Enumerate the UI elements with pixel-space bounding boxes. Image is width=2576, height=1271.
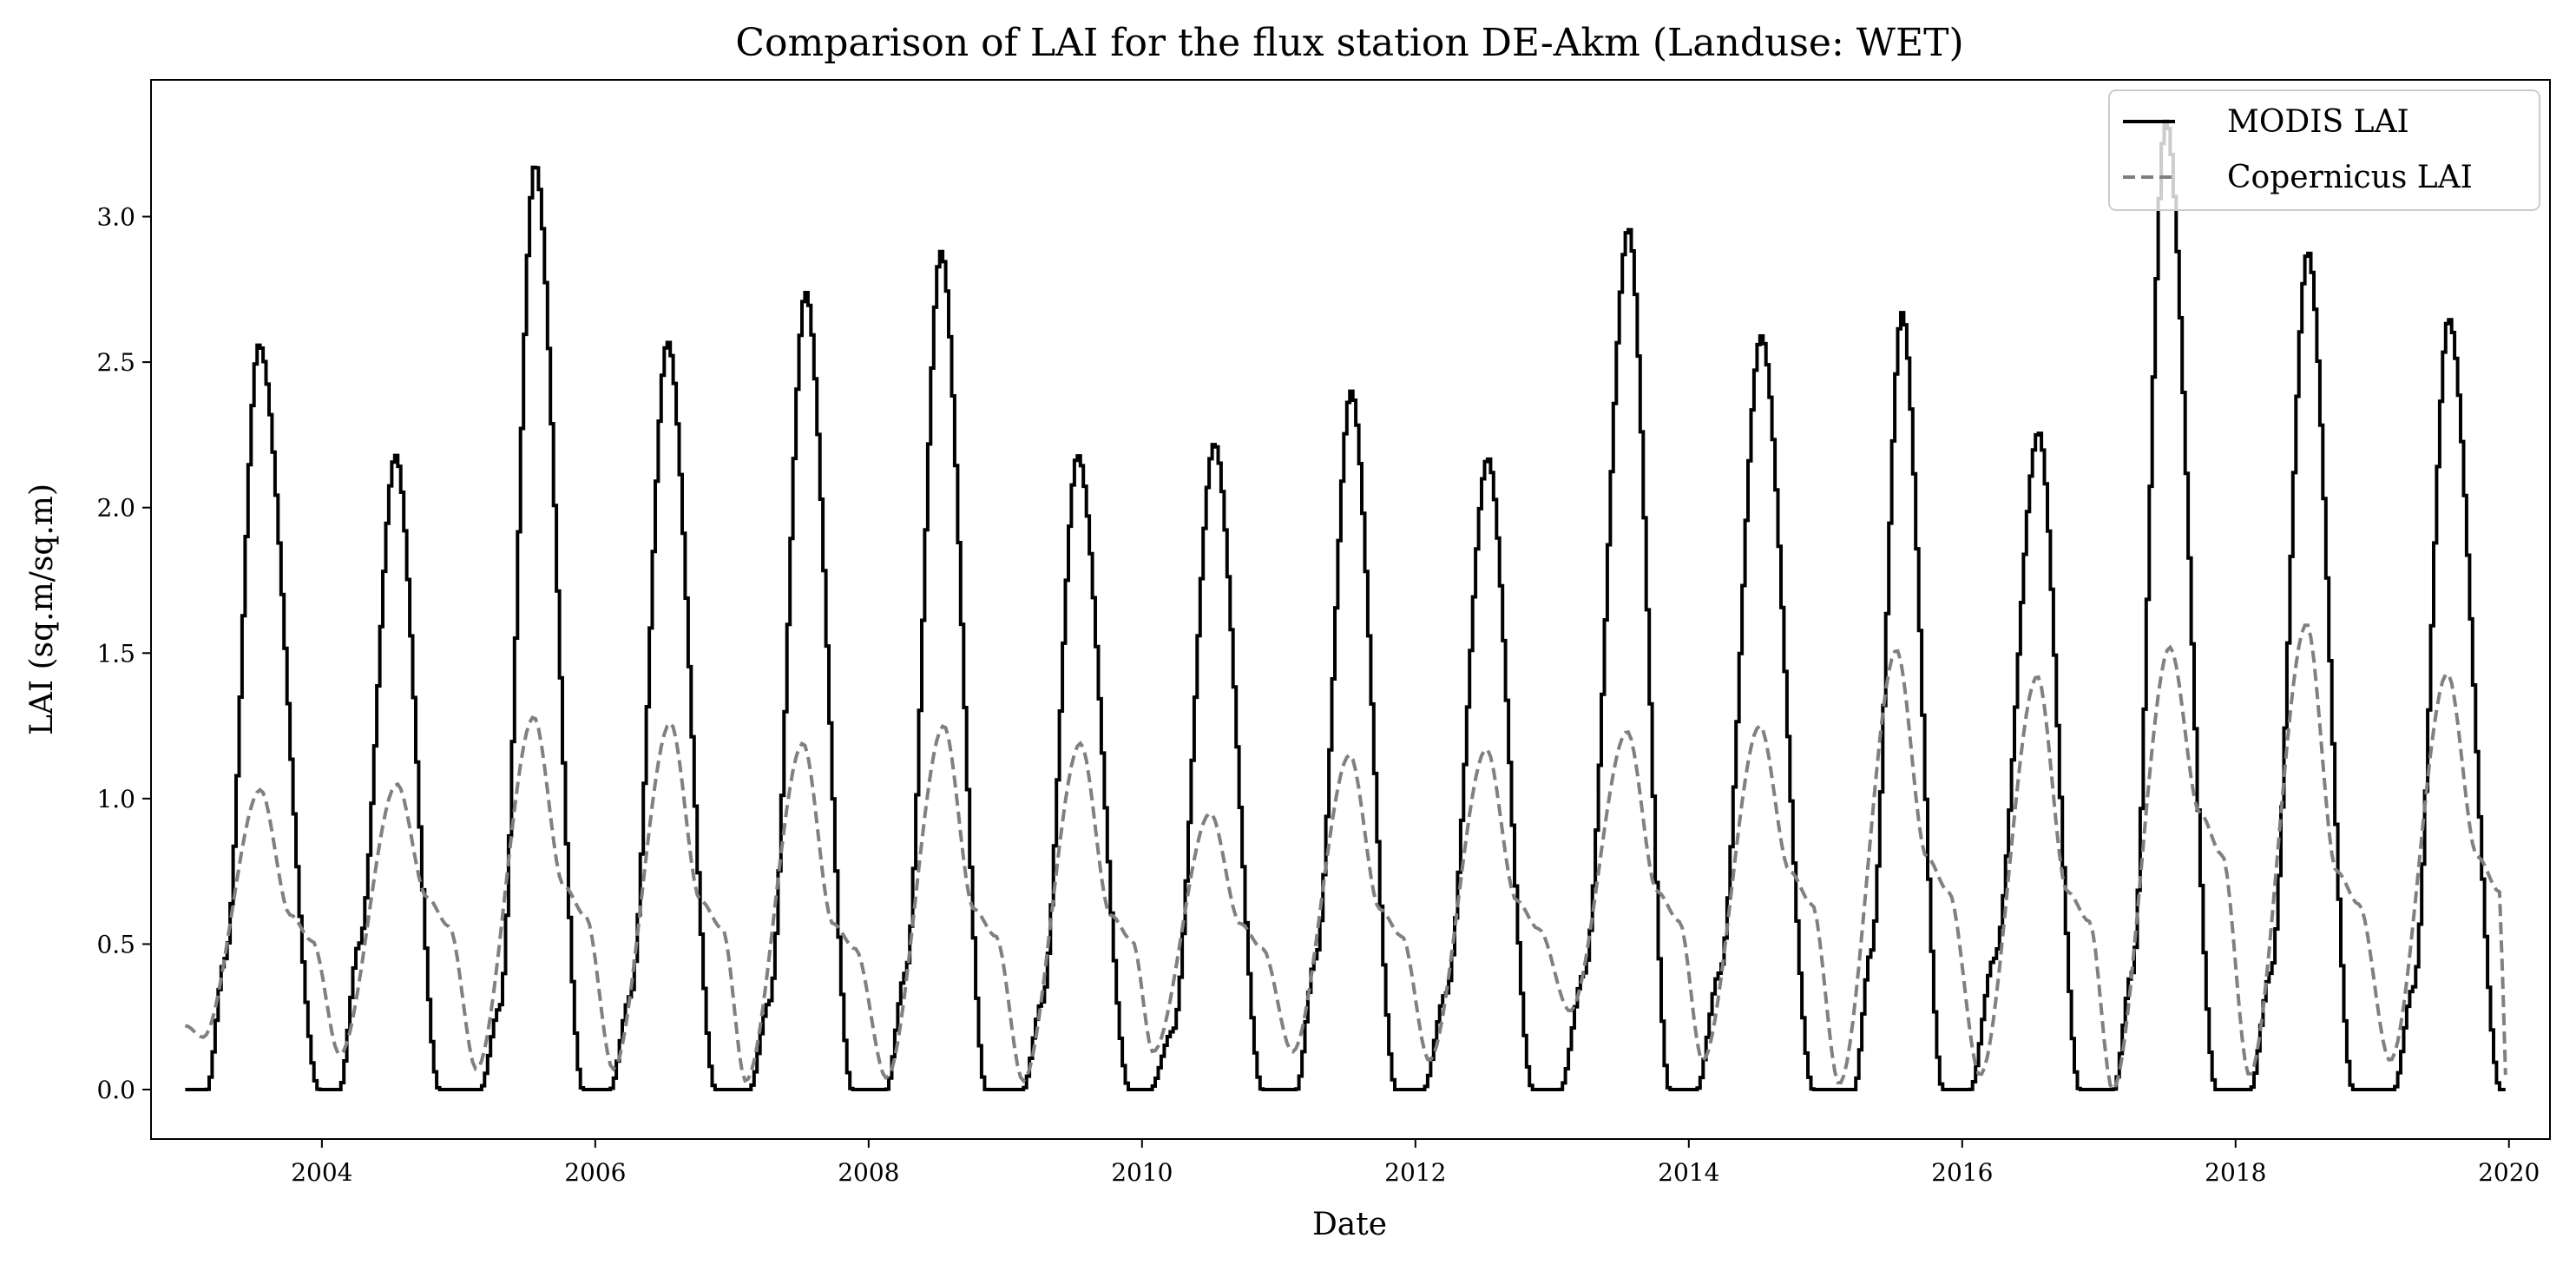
x-tick-label: 2020 bbox=[2478, 1158, 2540, 1187]
x-axis-ticks: 2004 2006 2008 2010 2012 2014 2016 2018 2020 bbox=[291, 1139, 2540, 1187]
series-line-copernicus bbox=[184, 623, 2507, 1093]
x-axis-label: Date bbox=[1312, 1207, 1387, 1242]
x-tick-label: 2004 bbox=[291, 1158, 352, 1187]
y-tick-label: 0.5 bbox=[96, 930, 135, 958]
x-tick-label: 2014 bbox=[1658, 1158, 1719, 1187]
y-axis-label: LAI (sq.m/sq.m) bbox=[24, 484, 60, 735]
y-tick-label: 1.5 bbox=[96, 639, 135, 668]
legend-label-copernicus: Copernicus LAI bbox=[2227, 160, 2473, 195]
y-tick-label: 2.0 bbox=[96, 494, 135, 523]
legend-label-modis: MODIS LAI bbox=[2227, 104, 2409, 140]
y-tick-label: 2.5 bbox=[96, 348, 135, 377]
y-tick-label: 0.0 bbox=[96, 1076, 135, 1104]
x-tick-label: 2010 bbox=[1111, 1158, 1173, 1187]
chart-title: Comparison of LAI for the flux station D… bbox=[735, 21, 1963, 65]
x-tick-label: 2012 bbox=[1384, 1158, 1446, 1187]
plot-area bbox=[184, 119, 2507, 1093]
plot-frame bbox=[150, 79, 2551, 1140]
y-tick-label: 1.0 bbox=[96, 785, 135, 813]
x-tick-label: 2016 bbox=[1931, 1158, 1993, 1187]
x-tick-label: 2018 bbox=[2205, 1158, 2266, 1187]
legend-box bbox=[2108, 89, 2540, 211]
x-tick-label: 2008 bbox=[838, 1158, 899, 1187]
y-axis-ticks: 0.0 0.5 1.0 1.5 2.0 2.5 3.0 bbox=[96, 203, 151, 1104]
legend: MODIS LAI Copernicus LAI bbox=[2108, 89, 2540, 211]
series-line-modis bbox=[185, 119, 2506, 1091]
x-tick-label: 2006 bbox=[564, 1158, 626, 1187]
y-tick-label: 3.0 bbox=[96, 203, 135, 232]
